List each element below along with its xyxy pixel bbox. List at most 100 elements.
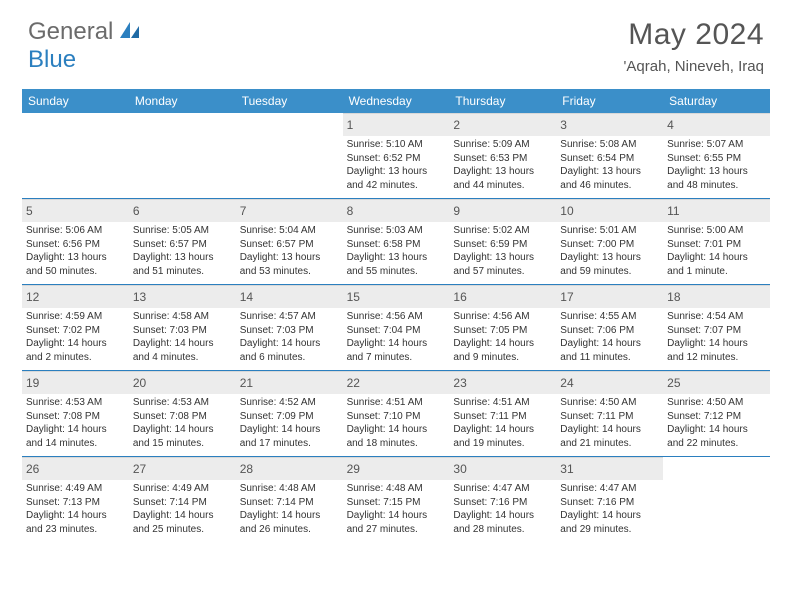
daylight-text: Daylight: 14 hours — [26, 423, 125, 437]
sunrise-text: Sunrise: 4:48 AM — [240, 482, 339, 496]
daylight-text: Daylight: 13 hours — [560, 251, 659, 265]
daylight-text: Daylight: 14 hours — [667, 423, 766, 437]
day-number: 31 — [560, 462, 573, 476]
day-header: Saturday — [663, 89, 770, 113]
calendar-cell: 8Sunrise: 5:03 AMSunset: 6:58 PMDaylight… — [343, 199, 450, 284]
sunset-text: Sunset: 7:12 PM — [667, 410, 766, 424]
daynum-row: 16 — [449, 286, 556, 308]
daylight-text: Daylight: 13 hours — [347, 251, 446, 265]
sunset-text: Sunset: 7:05 PM — [453, 324, 552, 338]
daylight-text: Daylight: 13 hours — [667, 165, 766, 179]
sunrise-text: Sunrise: 4:56 AM — [453, 310, 552, 324]
sunset-text: Sunset: 6:56 PM — [26, 238, 125, 252]
daynum-row: 9 — [449, 200, 556, 222]
logo: General — [28, 18, 143, 46]
day-number: 18 — [667, 290, 680, 304]
daynum-row: 6 — [129, 200, 236, 222]
daylight-text2: and 1 minute. — [667, 265, 766, 279]
sunset-text: Sunset: 7:06 PM — [560, 324, 659, 338]
daylight-text2: and 59 minutes. — [560, 265, 659, 279]
calendar-cell: 16Sunrise: 4:56 AMSunset: 7:05 PMDayligh… — [449, 285, 556, 370]
daynum-row: 21 — [236, 372, 343, 394]
day-number: 22 — [347, 376, 360, 390]
daylight-text: Daylight: 14 hours — [347, 509, 446, 523]
day-number: 27 — [133, 462, 146, 476]
daylight-text2: and 29 minutes. — [560, 523, 659, 537]
daylight-text2: and 15 minutes. — [133, 437, 232, 451]
daylight-text: Daylight: 14 hours — [26, 337, 125, 351]
daylight-text: Daylight: 13 hours — [240, 251, 339, 265]
daynum-row: 26 — [22, 458, 129, 480]
daynum-row: 31 — [556, 458, 663, 480]
sunrise-text: Sunrise: 4:50 AM — [667, 396, 766, 410]
daynum-row: 7 — [236, 200, 343, 222]
calendar-cell: 23Sunrise: 4:51 AMSunset: 7:11 PMDayligh… — [449, 371, 556, 456]
calendar-cell: 31Sunrise: 4:47 AMSunset: 7:16 PMDayligh… — [556, 457, 663, 542]
daylight-text2: and 42 minutes. — [347, 179, 446, 193]
daylight-text: Daylight: 14 hours — [26, 509, 125, 523]
day-number: 15 — [347, 290, 360, 304]
daylight-text: Daylight: 13 hours — [347, 165, 446, 179]
daylight-text2: and 48 minutes. — [667, 179, 766, 193]
page-header: General May 2024 'Aqrah, Nineveh, Iraq — [0, 0, 792, 83]
calendar-cell: 26Sunrise: 4:49 AMSunset: 7:13 PMDayligh… — [22, 457, 129, 542]
day-number: 4 — [667, 118, 674, 132]
daylight-text: Daylight: 14 hours — [667, 251, 766, 265]
day-number: 10 — [560, 204, 573, 218]
daynum-row: 2 — [449, 114, 556, 136]
day-number: 9 — [453, 204, 460, 218]
calendar-cell — [236, 113, 343, 198]
sunrise-text: Sunrise: 4:47 AM — [560, 482, 659, 496]
day-number: 12 — [26, 290, 39, 304]
daylight-text: Daylight: 14 hours — [133, 337, 232, 351]
daylight-text2: and 44 minutes. — [453, 179, 552, 193]
sunrise-text: Sunrise: 4:56 AM — [347, 310, 446, 324]
sunset-text: Sunset: 7:11 PM — [560, 410, 659, 424]
daylight-text2: and 57 minutes. — [453, 265, 552, 279]
sunrise-text: Sunrise: 4:51 AM — [347, 396, 446, 410]
sunset-text: Sunset: 6:59 PM — [453, 238, 552, 252]
daylight-text: Daylight: 13 hours — [453, 251, 552, 265]
daynum-row: 11 — [663, 200, 770, 222]
daylight-text: Daylight: 13 hours — [26, 251, 125, 265]
day-number: 23 — [453, 376, 466, 390]
day-number: 7 — [240, 204, 247, 218]
calendar-week: 5Sunrise: 5:06 AMSunset: 6:56 PMDaylight… — [22, 198, 770, 284]
sunrise-text: Sunrise: 4:49 AM — [26, 482, 125, 496]
calendar-grid: Sunday Monday Tuesday Wednesday Thursday… — [22, 89, 770, 542]
day-number: 24 — [560, 376, 573, 390]
sunrise-text: Sunrise: 5:07 AM — [667, 138, 766, 152]
daylight-text: Daylight: 14 hours — [453, 509, 552, 523]
daynum-row: 28 — [236, 458, 343, 480]
calendar-cell: 6Sunrise: 5:05 AMSunset: 6:57 PMDaylight… — [129, 199, 236, 284]
sunset-text: Sunset: 7:01 PM — [667, 238, 766, 252]
sunrise-text: Sunrise: 5:09 AM — [453, 138, 552, 152]
day-number: 28 — [240, 462, 253, 476]
calendar-cell: 20Sunrise: 4:53 AMSunset: 7:08 PMDayligh… — [129, 371, 236, 456]
calendar-cell: 7Sunrise: 5:04 AMSunset: 6:57 PMDaylight… — [236, 199, 343, 284]
daynum-row: 12 — [22, 286, 129, 308]
daynum-row: 1 — [343, 114, 450, 136]
daynum-row: 20 — [129, 372, 236, 394]
daylight-text: Daylight: 14 hours — [347, 337, 446, 351]
sunset-text: Sunset: 7:07 PM — [667, 324, 766, 338]
calendar-cell: 27Sunrise: 4:49 AMSunset: 7:14 PMDayligh… — [129, 457, 236, 542]
daylight-text2: and 11 minutes. — [560, 351, 659, 365]
calendar-week: 26Sunrise: 4:49 AMSunset: 7:13 PMDayligh… — [22, 456, 770, 542]
sunset-text: Sunset: 6:54 PM — [560, 152, 659, 166]
sunrise-text: Sunrise: 5:05 AM — [133, 224, 232, 238]
daylight-text2: and 23 minutes. — [26, 523, 125, 537]
daylight-text2: and 21 minutes. — [560, 437, 659, 451]
calendar-cell: 1Sunrise: 5:10 AMSunset: 6:52 PMDaylight… — [343, 113, 450, 198]
daynum-row: 30 — [449, 458, 556, 480]
calendar-cell — [129, 113, 236, 198]
sunset-text: Sunset: 7:02 PM — [26, 324, 125, 338]
sunset-text: Sunset: 7:15 PM — [347, 496, 446, 510]
calendar-cell: 5Sunrise: 5:06 AMSunset: 6:56 PMDaylight… — [22, 199, 129, 284]
daylight-text2: and 22 minutes. — [667, 437, 766, 451]
daylight-text2: and 53 minutes. — [240, 265, 339, 279]
sunrise-text: Sunrise: 5:08 AM — [560, 138, 659, 152]
daylight-text: Daylight: 13 hours — [453, 165, 552, 179]
calendar-cell: 11Sunrise: 5:00 AMSunset: 7:01 PMDayligh… — [663, 199, 770, 284]
sunrise-text: Sunrise: 4:54 AM — [667, 310, 766, 324]
